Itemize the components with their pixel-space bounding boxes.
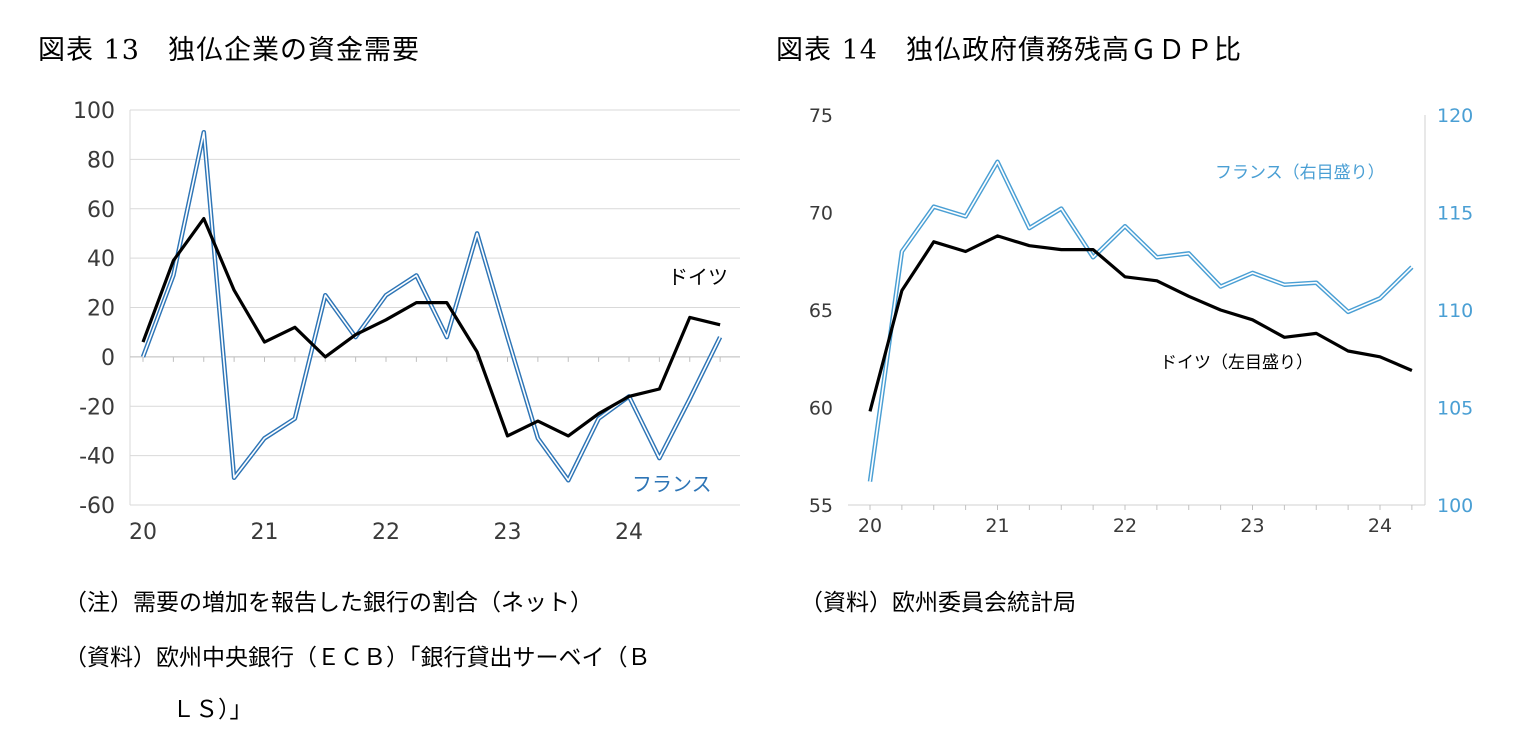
x-tick-label: 22 bbox=[372, 520, 400, 545]
y-tick-label: -40 bbox=[79, 445, 115, 470]
figure13-title: 図表 13 独仏企業の資金需要 bbox=[38, 35, 420, 66]
figure14-source: （資料）欧州委員会統計局 bbox=[800, 590, 1076, 616]
x-tick-label: 24 bbox=[1368, 515, 1392, 537]
germany-left-scale-label: ドイツ（左目盛り） bbox=[1160, 353, 1313, 373]
left-y-tick-label: 55 bbox=[809, 495, 833, 517]
figure13-source-line1: （資料）欧州中央銀行（ＥＣＢ）「銀行貸出サーベイ（Ｂ bbox=[64, 645, 651, 671]
figure13-source-line2: ＬＳ）」 bbox=[172, 697, 253, 723]
x-tick-label: 20 bbox=[129, 520, 157, 545]
y-tick-label: 60 bbox=[87, 198, 115, 223]
y-tick-label: 80 bbox=[87, 148, 115, 173]
left-y-tick-label: 75 bbox=[809, 105, 833, 127]
left-y-tick-label: 70 bbox=[809, 203, 833, 225]
figure14-title: 図表 14 独仏政府債務残高ＧＤＰ比 bbox=[776, 35, 1242, 66]
germany-debt-line bbox=[868, 234, 1413, 412]
france-right-scale-label: フランス（右目盛り） bbox=[1215, 163, 1385, 183]
x-tick-label: 21 bbox=[985, 515, 1009, 537]
x-tick-label: 23 bbox=[1240, 515, 1264, 537]
y-tick-label: -60 bbox=[79, 494, 115, 519]
x-tick-label: 22 bbox=[1113, 515, 1137, 537]
chart-corporate-funding-demand: 100 80 60 40 20 0 -20 -40 -60 20 21 22 23 24 ドイツ フラン… bbox=[73, 99, 740, 545]
x-tick-label: 21 bbox=[251, 520, 279, 545]
right-y-tick-label: 110 bbox=[1437, 300, 1473, 322]
y-tick-label: 20 bbox=[87, 297, 115, 322]
y-tick-label: -20 bbox=[79, 395, 115, 420]
x-tick-label: 20 bbox=[858, 515, 882, 537]
y-tick-label: 40 bbox=[87, 247, 115, 272]
right-y-tick-label: 120 bbox=[1437, 105, 1473, 127]
right-y-tick-label: 100 bbox=[1437, 495, 1473, 517]
chart-government-debt-gdp: 75 70 65 60 55 120 115 110 105 100 20 21 22 23 24 フラ… bbox=[809, 105, 1473, 537]
germany-series-line bbox=[141, 217, 721, 438]
right-y-tick-label: 115 bbox=[1437, 203, 1473, 225]
x-tick-label: 24 bbox=[615, 520, 643, 545]
france-debt-line bbox=[867, 159, 1414, 482]
x-tick-label: 23 bbox=[494, 520, 522, 545]
y-tick-label: 100 bbox=[73, 99, 115, 124]
germany-label: ドイツ bbox=[668, 265, 728, 289]
france-series-inner bbox=[142, 131, 721, 482]
france-label: フランス bbox=[632, 472, 712, 496]
right-y-tick-label: 105 bbox=[1437, 398, 1473, 420]
figure13-note: （注）需要の増加を報告した銀行の割合（ネット） bbox=[64, 590, 593, 616]
france-debt-inner bbox=[869, 161, 1413, 482]
y-tick-label: 0 bbox=[101, 346, 115, 371]
left-y-tick-label: 60 bbox=[809, 398, 833, 420]
left-y-tick-label: 65 bbox=[809, 300, 833, 322]
